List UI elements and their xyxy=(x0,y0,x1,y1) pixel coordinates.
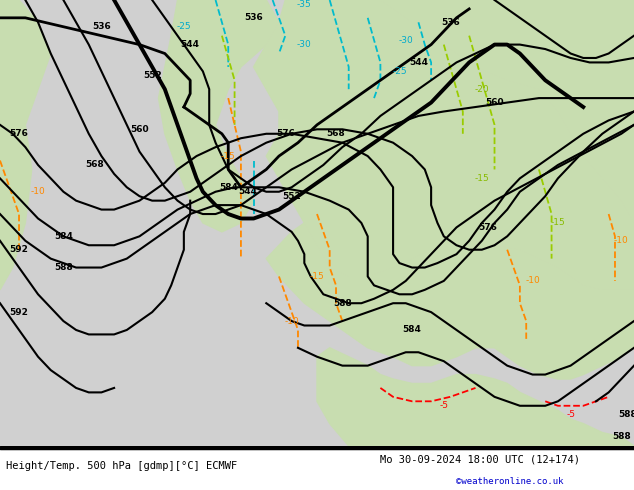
Text: -10: -10 xyxy=(614,236,629,245)
Text: Mo 30-09-2024 18:00 UTC (12+174): Mo 30-09-2024 18:00 UTC (12+174) xyxy=(380,454,580,464)
Text: 576: 576 xyxy=(10,129,29,138)
Text: -15: -15 xyxy=(550,219,566,227)
Text: -25: -25 xyxy=(392,67,407,76)
Text: 536: 536 xyxy=(244,13,263,23)
Bar xyxy=(0,446,634,449)
Text: 588: 588 xyxy=(333,299,352,308)
Text: -35: -35 xyxy=(297,0,312,9)
Text: 576: 576 xyxy=(479,223,498,232)
Polygon shape xyxy=(266,223,634,379)
Text: 536: 536 xyxy=(92,22,111,31)
Text: 552: 552 xyxy=(282,192,301,201)
Text: 544: 544 xyxy=(238,187,257,196)
Text: -20: -20 xyxy=(474,85,489,94)
Text: -10: -10 xyxy=(30,187,46,196)
Text: 568: 568 xyxy=(327,129,346,138)
Text: Height/Temp. 500 hPa [gdmp][°C] ECMWF: Height/Temp. 500 hPa [gdmp][°C] ECMWF xyxy=(6,461,238,471)
Text: 560: 560 xyxy=(130,125,149,134)
Text: -5: -5 xyxy=(566,410,575,419)
Text: -5: -5 xyxy=(439,401,448,410)
Polygon shape xyxy=(317,348,634,446)
Polygon shape xyxy=(0,0,51,290)
Text: 568: 568 xyxy=(86,161,105,170)
Text: 584: 584 xyxy=(54,232,73,241)
Text: ©weatheronline.co.uk: ©weatheronline.co.uk xyxy=(456,477,564,486)
Text: 584: 584 xyxy=(219,183,238,192)
Text: -15: -15 xyxy=(221,151,236,161)
Text: 584: 584 xyxy=(403,325,422,335)
Text: -25: -25 xyxy=(176,22,191,31)
Text: 560: 560 xyxy=(485,98,504,107)
Text: -10: -10 xyxy=(525,276,540,285)
Text: 576: 576 xyxy=(276,129,295,138)
Text: -30: -30 xyxy=(297,40,312,49)
Text: 592: 592 xyxy=(10,308,29,317)
Text: -15: -15 xyxy=(474,174,489,183)
Polygon shape xyxy=(254,0,634,290)
Polygon shape xyxy=(285,0,634,223)
Text: -15: -15 xyxy=(309,272,325,281)
Polygon shape xyxy=(349,423,634,446)
Text: -10: -10 xyxy=(284,317,299,325)
Text: 588: 588 xyxy=(618,410,634,419)
Text: 552: 552 xyxy=(143,72,162,80)
Text: 588: 588 xyxy=(612,433,631,441)
Text: 592: 592 xyxy=(10,245,29,254)
Text: 544: 544 xyxy=(181,40,200,49)
Polygon shape xyxy=(158,0,279,232)
Text: -30: -30 xyxy=(398,36,413,45)
Text: 588: 588 xyxy=(54,263,73,272)
Text: 536: 536 xyxy=(441,18,460,27)
Text: 544: 544 xyxy=(409,58,428,67)
